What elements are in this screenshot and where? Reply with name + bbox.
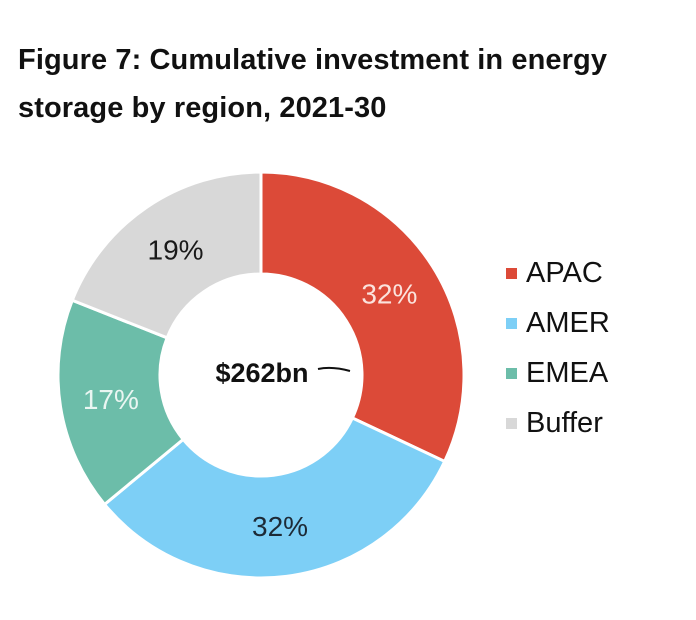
- legend-label-buffer: Buffer: [526, 406, 603, 439]
- donut-segment-apac: [259, 170, 466, 464]
- center-total-label: $262bn: [215, 358, 308, 388]
- donut-segment-buffer: [70, 170, 263, 340]
- data-label-emea: 17%: [83, 384, 139, 415]
- annotation-scribble: [317, 366, 351, 372]
- donut-segment-emea: [56, 298, 186, 507]
- data-label-buffer: 19%: [148, 234, 204, 265]
- donut-segment-amer: [102, 416, 447, 580]
- legend-item-amer: AMER: [506, 298, 610, 348]
- legend-swatch-buffer: [506, 417, 517, 429]
- legend-item-emea: EMEA: [506, 348, 610, 398]
- segment-labels: 32% 32% 17% 19%: [83, 234, 418, 542]
- legend-swatch-amer: [506, 317, 517, 329]
- legend: APAC AMER EMEA Buffer: [506, 248, 610, 448]
- legend-item-apac: APAC: [506, 248, 610, 298]
- donut-segments: [56, 170, 466, 580]
- legend-label-apac: APAC: [526, 256, 603, 289]
- legend-label-amer: AMER: [526, 306, 610, 339]
- legend-swatch-emea: [506, 367, 517, 379]
- data-label-apac: 32%: [361, 279, 417, 310]
- data-label-amer: 32%: [252, 511, 308, 542]
- legend-swatch-apac: [506, 267, 517, 279]
- legend-item-buffer: Buffer: [506, 398, 610, 448]
- chart-title: Figure 7: Cumulative investment in energ…: [18, 44, 608, 124]
- legend-label-emea: EMEA: [526, 356, 609, 389]
